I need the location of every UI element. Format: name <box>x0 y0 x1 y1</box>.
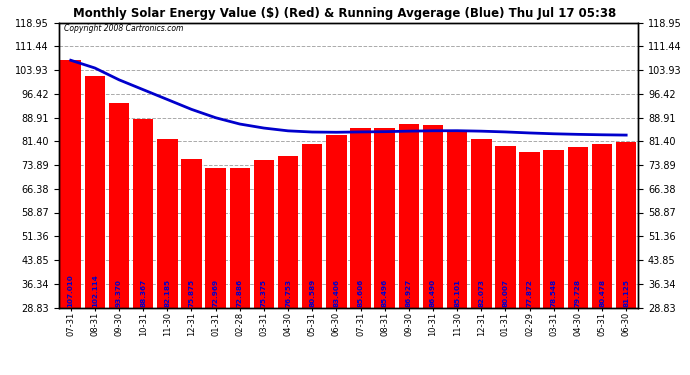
Bar <box>133 119 153 308</box>
Text: 86.927: 86.927 <box>406 278 412 306</box>
Bar <box>278 156 298 308</box>
Text: 80.589: 80.589 <box>309 278 315 306</box>
Bar <box>254 160 274 308</box>
Bar <box>520 152 540 308</box>
Text: 102.114: 102.114 <box>92 274 98 306</box>
Text: 76.753: 76.753 <box>285 279 291 306</box>
Bar <box>181 159 201 308</box>
Text: 82.073: 82.073 <box>478 279 484 306</box>
Text: 72.969: 72.969 <box>213 278 219 306</box>
Text: 78.548: 78.548 <box>551 278 557 306</box>
Bar <box>61 60 81 308</box>
Text: 83.406: 83.406 <box>333 279 339 306</box>
Text: 79.728: 79.728 <box>575 279 581 306</box>
Text: 85.496: 85.496 <box>382 278 388 306</box>
Bar <box>85 76 105 307</box>
Text: Monthly Solar Energy Value ($) (Red) & Running Avgerage (Blue) Thu Jul 17 05:38: Monthly Solar Energy Value ($) (Red) & R… <box>73 7 617 20</box>
Text: 85.606: 85.606 <box>357 278 364 306</box>
Text: 107.010: 107.010 <box>68 274 74 306</box>
Text: Copyright 2008 Cartronics.com: Copyright 2008 Cartronics.com <box>64 24 184 33</box>
Bar <box>375 128 395 308</box>
Text: 80.478: 80.478 <box>599 279 605 306</box>
Text: 86.490: 86.490 <box>430 278 436 306</box>
Text: 93.370: 93.370 <box>116 279 122 306</box>
Bar <box>495 146 515 308</box>
Bar <box>326 135 346 308</box>
Bar <box>471 139 491 308</box>
Text: 81.125: 81.125 <box>623 279 629 306</box>
Text: 75.375: 75.375 <box>261 279 267 306</box>
Text: 85.101: 85.101 <box>454 279 460 306</box>
Text: 82.185: 82.185 <box>164 278 170 306</box>
Bar <box>230 168 250 308</box>
Bar <box>399 124 419 308</box>
Text: 80.007: 80.007 <box>502 279 509 306</box>
Text: 77.872: 77.872 <box>526 279 533 306</box>
Bar <box>592 144 612 308</box>
Text: 88.367: 88.367 <box>140 278 146 306</box>
Text: 75.875: 75.875 <box>188 278 195 306</box>
Bar <box>544 150 564 308</box>
Bar <box>616 142 636 308</box>
Bar <box>302 144 322 308</box>
Text: 72.886: 72.886 <box>237 278 243 306</box>
Bar <box>568 147 588 308</box>
Bar <box>351 128 371 308</box>
Bar <box>206 168 226 308</box>
Bar <box>447 129 467 308</box>
Bar <box>157 139 177 308</box>
Bar <box>423 125 443 308</box>
Bar <box>109 104 129 308</box>
